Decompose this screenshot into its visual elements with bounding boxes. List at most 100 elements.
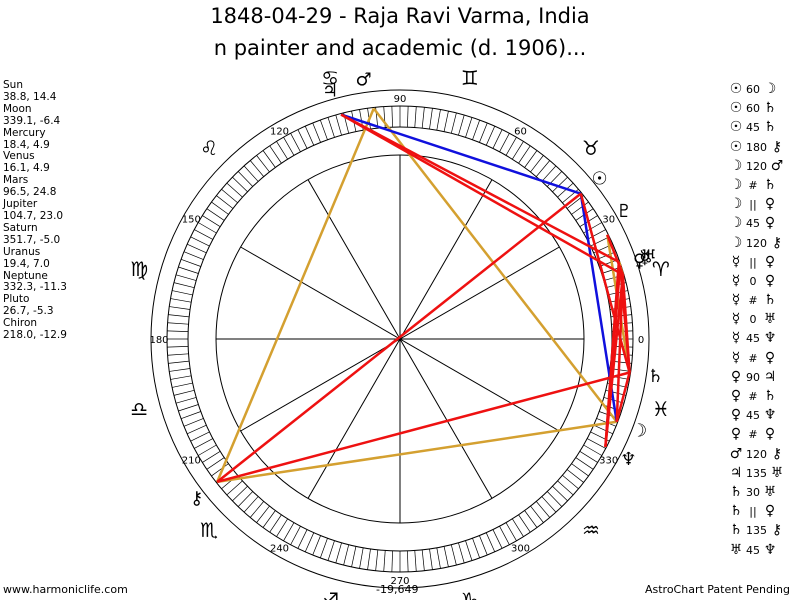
degree-tick — [367, 548, 371, 570]
pluto-planet-icon: ♇ — [616, 201, 632, 222]
aspect-angle: || — [749, 255, 757, 269]
aspect-planet-1: ♄ — [729, 503, 743, 520]
aspect-planet-2: ⚷ — [771, 234, 783, 251]
degree-tick — [169, 306, 191, 310]
degree-tick — [183, 418, 204, 427]
aspect-angle: 30 — [746, 485, 760, 499]
degree-tick — [290, 133, 301, 152]
aspect-angle: 120 — [746, 447, 767, 461]
degree-tick — [407, 106, 409, 128]
degree-tick — [221, 188, 238, 203]
aspect-angle: || — [749, 198, 757, 212]
degree-tick — [391, 106, 393, 128]
degree-tick — [180, 411, 201, 420]
degree-tick — [167, 353, 189, 356]
aspect-angle: 0 — [749, 313, 757, 327]
degree-tick — [297, 129, 308, 149]
planet-coords: 16.1, 4.9 — [3, 162, 50, 175]
aspect-line — [621, 274, 631, 373]
degree-tick — [167, 346, 189, 348]
aspect-planet-2: ♆ — [763, 330, 777, 347]
aspect-row: ♀ 90 ♃ — [727, 368, 786, 387]
aspect-planet-2: ♆ — [763, 541, 777, 558]
aspect-planet-1: ☉ — [729, 81, 743, 97]
aspect-angle: # — [748, 351, 758, 365]
degree-tick — [421, 549, 425, 571]
degree-tick — [465, 540, 473, 561]
aspect-planet-2: ♀ — [764, 426, 776, 443]
degree-tick — [237, 491, 253, 507]
aspect-planet-2: ♆ — [763, 407, 777, 424]
aspect-angle: 60 — [746, 102, 760, 116]
zodiac-sign-icon: ♋ — [321, 66, 339, 90]
aspect-planet-2: ♂ — [770, 157, 784, 174]
degree-tick — [541, 496, 557, 513]
aspect-angle: 120 — [746, 159, 767, 173]
degree-tick — [249, 501, 264, 518]
degree-tick — [276, 518, 288, 537]
degree-tick — [579, 451, 598, 463]
aspect-row: ☉ 60 ♄ — [727, 99, 786, 118]
degree-tick — [587, 229, 606, 240]
degree-tick — [283, 137, 295, 156]
aspect-planet-2: ♅ — [763, 311, 777, 328]
planet-coords: 26.7, -5.3 — [3, 305, 54, 318]
degree-tick — [414, 550, 417, 572]
chiron-planet-icon: ⚷ — [190, 488, 203, 509]
degree-tick — [276, 141, 288, 160]
degree-tick — [202, 451, 221, 463]
aspect-planet-2: ♃ — [763, 368, 777, 385]
degree-tick — [421, 107, 425, 129]
degree-tick — [479, 535, 488, 556]
planet-name: Pluto — [3, 293, 30, 306]
degree-tick — [450, 112, 457, 134]
aspect-row: ☿ 0 ♀ — [727, 272, 786, 291]
neptune-planet-icon: ♆ — [620, 449, 636, 470]
planet-coords: 18.4, 4.9 — [3, 138, 50, 151]
aspect-row: ☿ || ♀ — [727, 253, 786, 272]
aspect-planet-2: ♄ — [763, 388, 777, 404]
degree-tick — [375, 549, 379, 571]
aspect-planet-1: ☽ — [729, 234, 743, 251]
zodiac-sign-icon: ♑ — [461, 588, 479, 600]
aspect-line — [340, 113, 624, 276]
aspect-planet-2: ⚷ — [771, 138, 783, 155]
degree-tick — [226, 182, 243, 198]
aspect-row: ♅ 45 ♆ — [727, 541, 786, 560]
degree-label: 210 — [182, 456, 201, 467]
aspect-angle: 60 — [746, 83, 760, 96]
zodiac-sign-icon: ♎ — [130, 397, 148, 421]
aspect-angle: 120 — [746, 236, 767, 250]
zodiac-sign-icon: ♊ — [461, 66, 479, 90]
jupiter-planet-icon: ♃ — [322, 81, 338, 102]
aspect-line — [579, 193, 631, 373]
planet-name: Neptune — [3, 269, 48, 282]
planet-coords: 351.7, -5.0 — [3, 233, 61, 246]
aspect-line — [615, 372, 631, 423]
degree-tick — [170, 298, 192, 303]
credit-label: AstroChart Patent Pending — [644, 583, 790, 596]
aspect-row: ☉ 180 ⚷ — [727, 138, 786, 157]
aspect-planet-2: ♄ — [763, 119, 777, 136]
degree-tick — [499, 133, 510, 152]
degree-tick — [465, 117, 473, 138]
zodiac-sign-icon: ♒ — [582, 518, 600, 542]
degree-tick — [552, 176, 568, 192]
degree-tick — [173, 282, 195, 289]
degree-tick — [256, 505, 270, 523]
degree-label: 330 — [599, 456, 618, 467]
aspect-line — [606, 234, 625, 276]
planet-coords: 96.5, 24.8 — [3, 186, 57, 199]
aspect-planet-1: ☿ — [731, 330, 741, 347]
aspect-planet-1: ♄ — [729, 522, 743, 539]
aspect-line — [340, 113, 620, 264]
degree-tick — [414, 106, 417, 128]
degree-tick — [232, 176, 248, 192]
degree-tick — [167, 322, 189, 325]
degree-tick — [232, 486, 248, 502]
aspect-angle: 45 — [746, 217, 760, 231]
zodiac-sign-icon: ♌ — [200, 136, 218, 160]
aspect-line — [216, 420, 617, 484]
degree-tick — [190, 236, 210, 247]
degree-tick — [304, 532, 315, 552]
